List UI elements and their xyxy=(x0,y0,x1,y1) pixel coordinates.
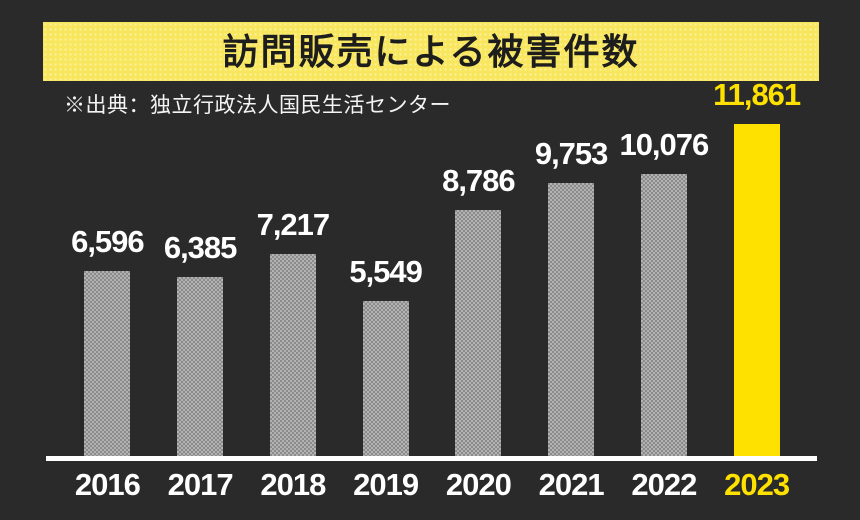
bar-2021 xyxy=(548,183,595,456)
bar-column-2021: 9,753 xyxy=(525,136,618,456)
bar-value-label-2021: 9,753 xyxy=(534,136,609,171)
year-label-2017: 2017 xyxy=(167,467,234,502)
title-banner: 訪問販売による被害件数 xyxy=(43,22,819,81)
bar-2020 xyxy=(455,210,502,456)
bar-column-2017: 6,385 xyxy=(154,230,247,456)
year-label-2022: 2022 xyxy=(631,467,697,502)
bar-value-label-2022: 10,076 xyxy=(619,127,709,162)
bar-column-2020: 8,786 xyxy=(432,163,525,456)
bar-column-2023: 11,861 xyxy=(710,77,803,456)
year-label-2016: 2016 xyxy=(74,467,141,502)
year-label-2021: 2021 xyxy=(538,467,605,502)
bar-column-2016: 6,596 xyxy=(61,224,154,456)
bar-value-label-2018: 7,217 xyxy=(256,207,331,242)
bar-value-label-2016: 6,596 xyxy=(71,224,145,259)
year-label-2019: 2019 xyxy=(353,467,419,502)
x-axis-labels: 2016 2017 2018 2019 2020 2021 2022 2023 xyxy=(61,467,803,503)
bar-2016 xyxy=(84,271,131,456)
year-label-2018: 2018 xyxy=(260,467,326,502)
bar-column-2018: 7,217 xyxy=(247,207,340,456)
bar-value-label-2017: 6,385 xyxy=(163,230,238,265)
bar-2023 xyxy=(733,124,780,456)
bar-value-label-2023: 11,861 xyxy=(713,77,801,112)
bar-2022 xyxy=(640,174,687,456)
year-label-2023: 2023 xyxy=(724,467,790,502)
bar-value-label-2020: 8,786 xyxy=(442,163,516,198)
year-label-2020: 2020 xyxy=(445,467,512,502)
x-axis-line xyxy=(46,456,817,461)
bar-2018 xyxy=(269,254,316,456)
bar-column-2019: 5,549 xyxy=(339,254,432,456)
source-note: ※出典：独立行政法人国民生活センター xyxy=(64,94,451,117)
bar-2019 xyxy=(362,301,409,456)
bar-column-2022: 10,076 xyxy=(618,127,711,456)
bar-2017 xyxy=(177,277,224,456)
page-title: 訪問販売による被害件数 xyxy=(222,30,640,72)
bar-value-label-2019: 5,549 xyxy=(349,254,423,289)
bar-chart: 6,596 6,385 7,217 5,549 8,786 9,753 10,076 11,8… xyxy=(61,0,803,456)
